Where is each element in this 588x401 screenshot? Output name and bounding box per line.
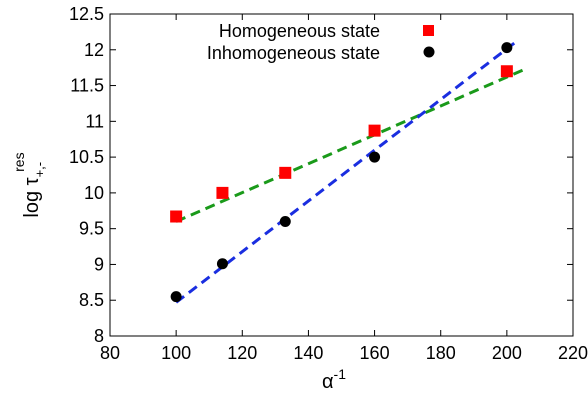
x-axis-label-superscript: -1 — [334, 366, 347, 382]
inhomogeneous-point — [216, 258, 228, 270]
inhomogeneous-point — [369, 151, 381, 163]
y-tick-label: 12.5 — [69, 4, 104, 24]
fit-line-1 — [175, 40, 518, 304]
x-axis-label: α-1 — [322, 366, 346, 393]
y-tick-label: 8 — [94, 326, 104, 346]
x-tick-label: 220 — [558, 343, 588, 363]
data-points — [170, 42, 513, 303]
x-tick-label: 120 — [227, 343, 257, 363]
homogeneous-point — [216, 186, 229, 199]
y-tick-label: 10.5 — [69, 147, 104, 167]
legend-marker-inhomogeneous — [423, 46, 435, 58]
legend-label-inhomogeneous: Inhomogeneous state — [207, 43, 380, 63]
homogeneous-point — [500, 65, 513, 78]
x-tick-label: 80 — [100, 343, 120, 363]
y-tick-label: 8.5 — [79, 290, 104, 310]
inhomogeneous-point — [279, 216, 291, 228]
x-tick-label: 180 — [426, 343, 456, 363]
y-axis-ticks: 8 8.5 9 9.5 10 10.5 11 11.5 12 12.5 — [69, 4, 573, 346]
y-tick-label: 9.5 — [79, 219, 104, 239]
x-tick-label: 140 — [293, 343, 323, 363]
homogeneous-point — [170, 210, 183, 223]
homogeneous-point — [279, 166, 292, 179]
legend: Homogeneous state Inhomogeneous state — [207, 21, 435, 63]
x-tick-label: 160 — [360, 343, 390, 363]
x-axis-ticks: 80 100 120 140 160 180 200 220 — [100, 14, 588, 363]
y-tick-label: 10 — [84, 183, 104, 203]
y-tick-label: 9 — [94, 254, 104, 274]
inhomogeneous-point — [501, 42, 513, 54]
y-axis-label-superscript: res — [11, 152, 27, 171]
y-axis-label-subscript: +,- — [32, 162, 47, 178]
y-tick-label: 11 — [85, 111, 104, 131]
fit-lines — [175, 40, 524, 304]
homogeneous-point — [368, 124, 381, 137]
inhomogeneous-point — [170, 291, 182, 303]
x-tick-label: 100 — [161, 343, 191, 363]
y-tick-label: 12 — [84, 40, 104, 60]
legend-marker-homogeneous — [423, 25, 434, 36]
legend-label-homogeneous: Homogeneous state — [219, 21, 380, 41]
x-tick-label: 200 — [492, 343, 522, 363]
y-tick-label: 11.5 — [70, 76, 104, 96]
y-axis-label: log τ+,-res — [11, 152, 47, 217]
